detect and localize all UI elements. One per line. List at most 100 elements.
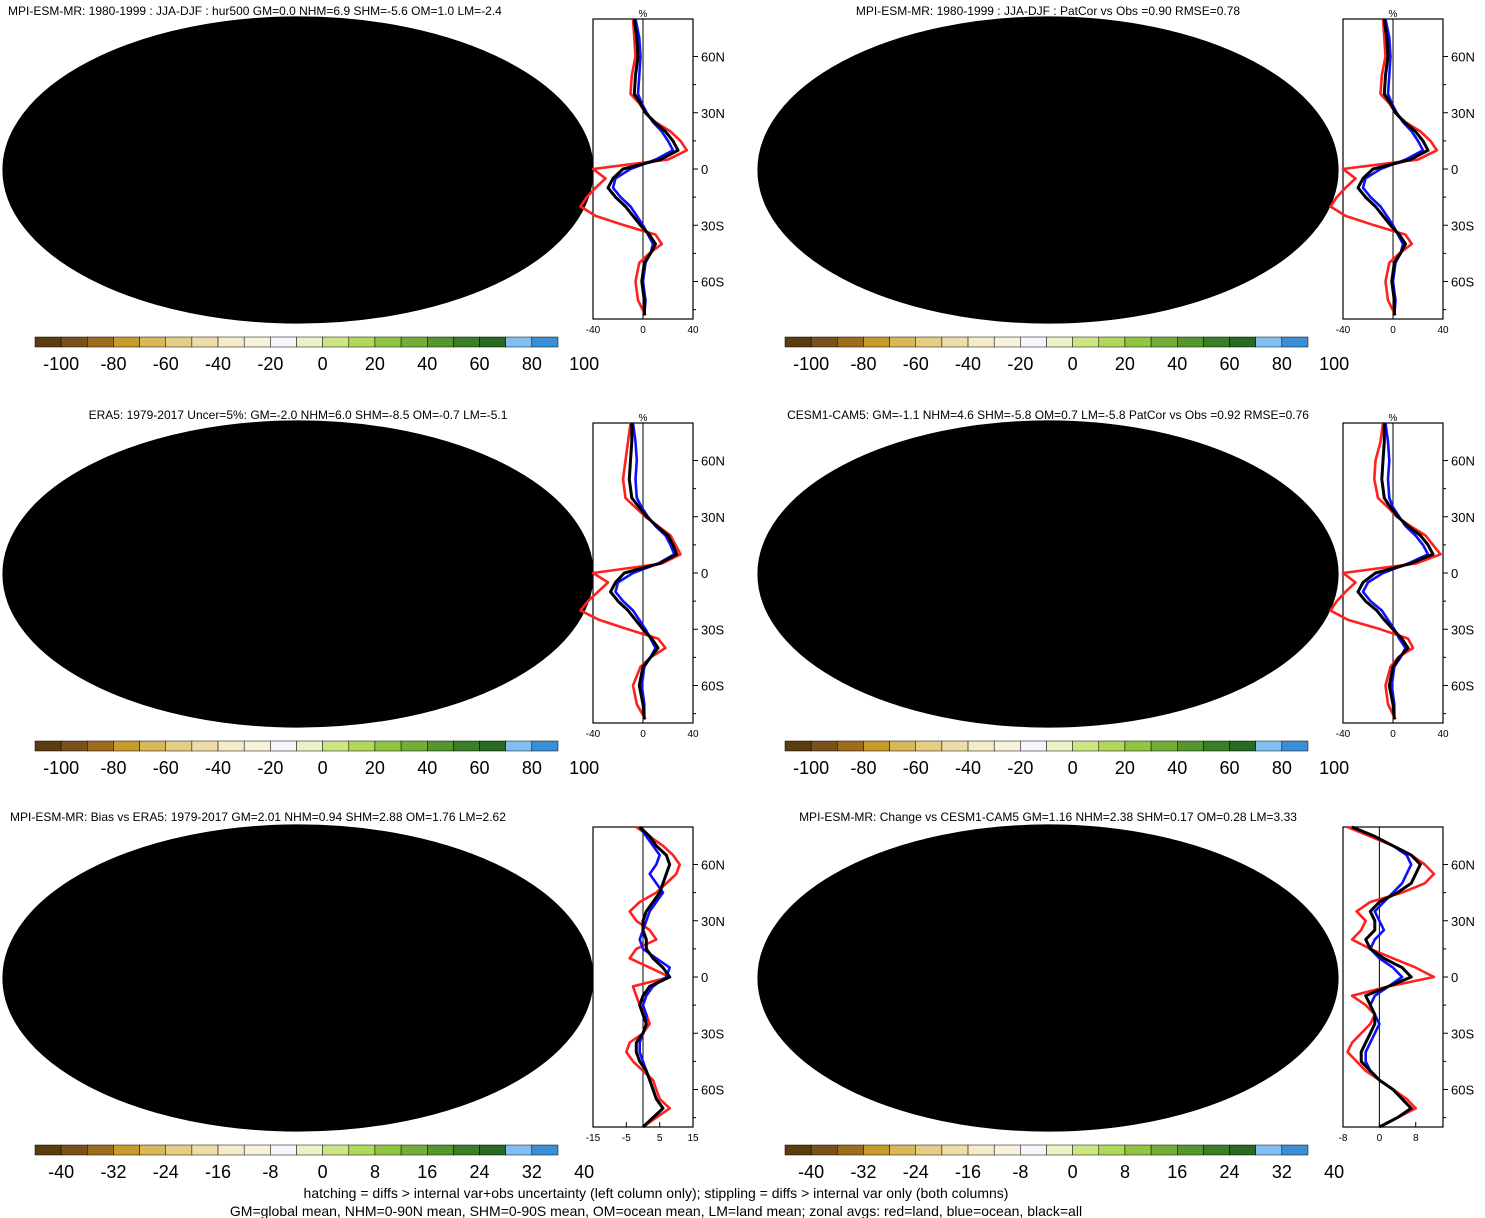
colorbar-tick-label: -20: [257, 758, 283, 778]
colorbar-swatch: [810, 740, 838, 752]
colorbar-swatch: [427, 336, 454, 348]
colorbar-tick-label: -40: [205, 354, 231, 374]
colorbar-tick-label: 40: [1324, 1162, 1344, 1182]
zonal-x-label: 8: [1413, 1133, 1419, 1144]
colorbar-tick-label: -100: [43, 354, 79, 374]
zonal-lat-label: 60S: [701, 1083, 724, 1098]
zonal-x-label: -40: [1336, 325, 1351, 336]
zonal-line-all: [1351, 825, 1422, 1129]
map-field: [758, 825, 1338, 1131]
zonal-lat-label: 60N: [701, 454, 725, 469]
panel-4: CESM1-CAM5: GM=-1.1 NHM=4.6 SHM=-5.8 OM=…: [757, 408, 1475, 778]
zonal-lat-label: 0: [701, 970, 708, 985]
colorbar-swatch: [1046, 740, 1073, 752]
colorbar-swatch: [270, 1144, 297, 1156]
colorbar-tick-label: 20: [1115, 354, 1135, 374]
colorbar-tick-label: -40: [955, 354, 981, 374]
colorbar-swatch: [1229, 1144, 1256, 1156]
colorbar-tick-label: -20: [257, 354, 283, 374]
colorbar-swatch: [993, 740, 1021, 752]
panel-title: ERA5: 1979-2017 Uncer=5%: GM=-2.0 NHM=6.…: [89, 408, 508, 422]
colorbar-swatch: [34, 336, 62, 348]
colorbar-swatch: [87, 740, 114, 752]
map-field: [758, 421, 1338, 727]
zonal-line-all: [1356, 18, 1430, 316]
zonal-lat-label: 30N: [701, 510, 725, 525]
map-coastlines: [12, 42, 550, 286]
colorbar-swatch: [296, 1144, 323, 1156]
colorbar-swatch: [837, 740, 864, 752]
zonal-lat-label: 60N: [1451, 454, 1475, 469]
colorbar-swatch: [993, 1144, 1021, 1156]
colorbar-swatch: [863, 740, 890, 752]
colorbar-swatch: [810, 336, 838, 348]
colorbar-swatch: [1177, 336, 1204, 348]
zonal-lat-label: 30S: [701, 1026, 724, 1041]
colorbar-swatch: [374, 740, 402, 752]
colorbar-swatch: [505, 740, 533, 752]
colorbar-swatch: [1020, 1144, 1047, 1156]
colorbar-swatch: [915, 1144, 943, 1156]
zonal-lat-label: 30S: [1451, 218, 1474, 233]
colorbar-swatch: [1072, 1144, 1100, 1156]
colorbar-swatch: [1046, 1144, 1073, 1156]
zonal-line-all: [1356, 423, 1435, 720]
zonal-lat-label: 60N: [1451, 858, 1475, 873]
colorbar-tick-label: 16: [417, 1162, 437, 1182]
zonal-frame: [1342, 826, 1444, 1128]
colorbar-tick-label: 80: [1272, 354, 1292, 374]
colorbar-swatch: [505, 336, 533, 348]
colorbar-swatch: [34, 1144, 62, 1156]
map-coastlines: [767, 446, 1296, 690]
zonal-mean-plot: 60N 30N 0 30S 60S -15 -5 5 15: [586, 825, 725, 1144]
zonal-x-label: 0: [1390, 325, 1396, 336]
colorbar-swatch: [243, 1144, 271, 1156]
colorbar-tick-label: -32: [850, 1162, 876, 1182]
map-border: [757, 824, 1339, 1132]
colorbar-swatch: [479, 336, 506, 348]
colorbar: -100 -80 -60 -40 -20 0 20 40 60 80 100: [34, 336, 599, 374]
map-coastlines: [12, 446, 550, 690]
colorbar-tick-label: -20: [1007, 354, 1033, 374]
colorbar-swatch: [453, 336, 480, 348]
colorbar: -40 -32 -24 -16 -8 0 8 16 24 32 40: [784, 1144, 1344, 1182]
zonal-x-label: 15: [687, 1133, 699, 1144]
zonal-x-label: 0: [1377, 1133, 1383, 1144]
colorbar-tick-label: 100: [1319, 758, 1349, 778]
map: [2, 824, 594, 1132]
zonal-mean-plot: % 60N 30N 0 30S 60S -40 0 40: [579, 413, 725, 740]
map-field: [3, 17, 593, 323]
zonal-lat-label: 30S: [1451, 622, 1474, 637]
panel-2: MPI-ESM-MR: 1980-1999 : JJA-DJF : PatCor…: [757, 4, 1475, 374]
colorbar-swatch: [505, 1144, 533, 1156]
map: [2, 420, 594, 728]
zonal-lat-label: 0: [1451, 970, 1458, 985]
zonal-lat-label: 60S: [1451, 275, 1474, 290]
zonal-lat-label: 30N: [1451, 510, 1475, 525]
map-border: [757, 420, 1339, 728]
panel-5: MPI-ESM-MR: Bias vs ERA5: 1979-2017 GM=2…: [2, 810, 725, 1182]
colorbar-swatch: [784, 740, 812, 752]
map-coastlines: [767, 850, 1296, 1094]
zonal-x-label: 0: [640, 729, 646, 740]
zonal-lat-label: 0: [1451, 566, 1458, 581]
colorbar-swatch: [322, 336, 350, 348]
zonal-x-label: 40: [687, 729, 699, 740]
colorbar-swatch: [165, 336, 193, 348]
colorbar-swatch: [531, 1144, 559, 1156]
zonal-x-label: -15: [586, 1133, 601, 1144]
colorbar-swatch: [191, 336, 219, 348]
colorbar-tick-label: -8: [1012, 1162, 1028, 1182]
colorbar-swatch: [1150, 740, 1178, 752]
zonal-unit: %: [639, 9, 648, 20]
colorbar-swatch: [400, 1144, 428, 1156]
colorbar-tick-label: -40: [798, 1162, 824, 1182]
map-coastlines: [767, 42, 1296, 286]
colorbar-swatch: [348, 336, 376, 348]
zonal-lat-label: 30N: [1451, 106, 1475, 121]
colorbar-swatch: [322, 740, 350, 752]
zonal-lat-label: 30S: [1451, 1026, 1474, 1041]
panel-3: ERA5: 1979-2017 Uncer=5%: GM=-2.0 NHM=6.…: [2, 408, 725, 778]
colorbar-swatch: [296, 336, 323, 348]
colorbar-swatch: [1150, 1144, 1178, 1156]
